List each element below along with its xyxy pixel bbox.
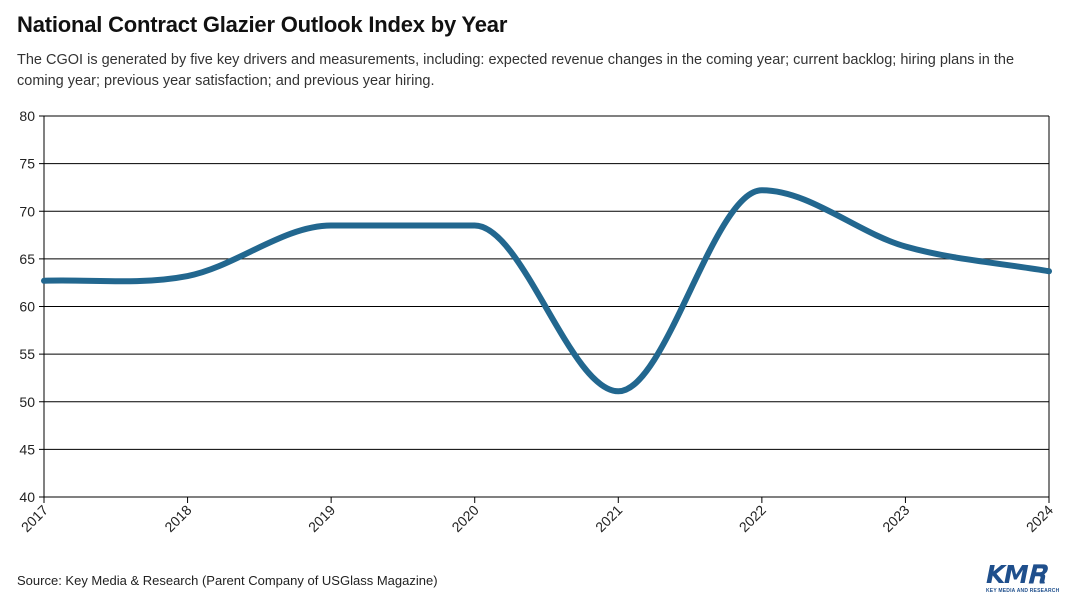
- y-tick-label: 50: [19, 394, 35, 410]
- y-tick-label: 60: [19, 299, 35, 315]
- x-tick-label: 2017: [18, 502, 51, 535]
- chart-title: National Contract Glazier Outlook Index …: [17, 12, 508, 37]
- y-axis-tick-labels: 40 45 50 55 60 65 70 75 80: [19, 108, 35, 505]
- x-tick-label: 2021: [592, 502, 625, 535]
- grid-lines: [39, 115, 1050, 503]
- y-tick-label: 40: [19, 489, 35, 505]
- source-note: Source: Key Media & Research (Parent Com…: [17, 573, 438, 588]
- y-tick-label: 65: [19, 251, 35, 267]
- y-tick-label: 70: [19, 203, 35, 219]
- x-tick-label: 2019: [305, 502, 338, 535]
- kmr-logo: KM𝐑 KEY MEDIA AND RESEARCH: [986, 562, 1066, 602]
- y-tick-label: 75: [19, 156, 35, 172]
- y-tick-label: 80: [19, 108, 35, 124]
- series-line: [41, 187, 1052, 395]
- x-axis-tick-labels: 2017 2018 2019 2020 2021 2022 2023 2024: [18, 502, 1056, 535]
- x-tick-label: 2022: [736, 502, 769, 535]
- x-tick-label: 2023: [879, 502, 912, 535]
- logo-subtext: KEY MEDIA AND RESEARCH: [986, 588, 1060, 594]
- series-layer: [41, 187, 1052, 395]
- chart-subtitle: The CGOI is generated by five key driver…: [17, 52, 1015, 89]
- x-tick-label: 2018: [161, 502, 194, 535]
- x-tick-label: 2024: [1023, 502, 1056, 535]
- y-tick-label: 55: [19, 346, 35, 362]
- x-tick-label: 2020: [448, 502, 481, 535]
- y-tick-label: 45: [19, 441, 35, 457]
- logo-mark: KM𝐑: [986, 560, 1045, 589]
